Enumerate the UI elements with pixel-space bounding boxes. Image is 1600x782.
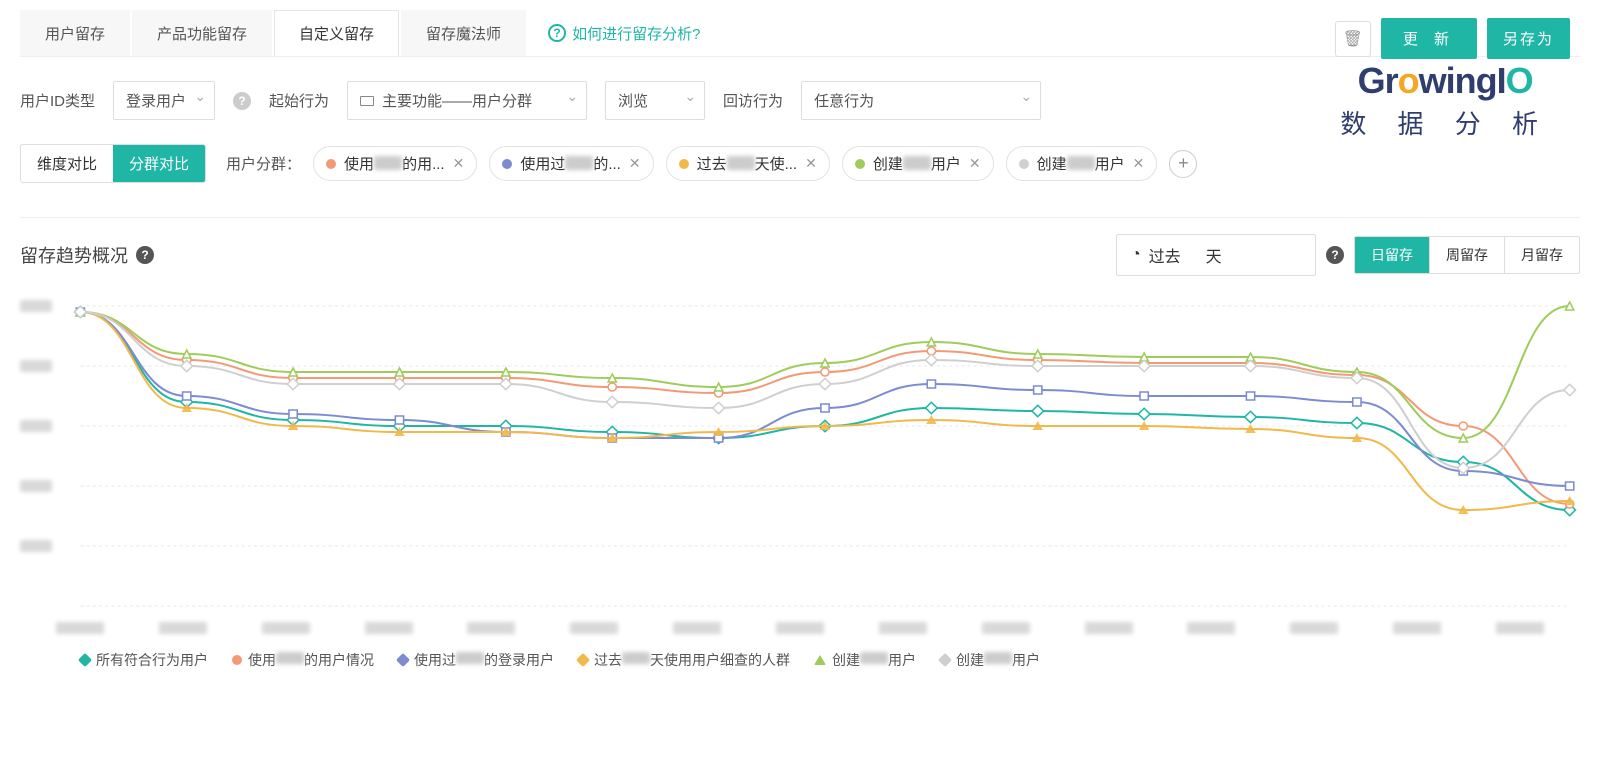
legend-label: 创建xx用户 [832, 650, 916, 670]
brand-logo: GrowingIO 数 据 分 析 [1340, 60, 1550, 141]
chart-header: 留存趋势概况 ? ◔ 过去 天 ? 日留存 周留存 月留存 [20, 217, 1580, 286]
x-axis-tick [1085, 622, 1133, 634]
user-id-label: 用户ID类型 [20, 90, 95, 111]
chip-dot-icon [679, 159, 689, 169]
x-axis-tick [1496, 622, 1544, 634]
chip-dot-icon [326, 159, 336, 169]
chart-title: 留存趋势概况 ? [20, 242, 154, 268]
help-icon[interactable]: ? [1326, 246, 1344, 264]
return-behavior-label: 回访行为 [723, 90, 783, 111]
x-axis-tick [467, 622, 515, 634]
period-month[interactable]: 月留存 [1504, 237, 1579, 273]
x-axis-tick [982, 622, 1030, 634]
toggle-segment[interactable]: 分群对比 [113, 145, 205, 182]
chip-label: 过去xx天使... [697, 153, 798, 174]
y-axis-tick [20, 300, 52, 312]
help-icon[interactable]: ? [136, 246, 154, 264]
chip-remove-icon[interactable]: ✕ [453, 155, 465, 172]
brand-sub: 数 据 分 析 [1340, 104, 1550, 141]
chip-label: 创建xx用户 [873, 153, 961, 174]
legend-label: 使用xx的用户情况 [248, 650, 374, 670]
help-icon: ? [548, 24, 566, 42]
chip-remove-icon[interactable]: ✕ [1133, 155, 1145, 172]
legend-label: 所有符合行为用户 [96, 650, 208, 670]
help-icon[interactable]: ? [233, 92, 251, 110]
period-controls: ◔ 过去 天 ? 日留存 周留存 月留存 [1116, 234, 1580, 276]
chip-dot-icon [502, 159, 512, 169]
segment-row: 维度对比 分群对比 用户分群： 使用xx的用... ✕ 使用过xx的... ✕ … [20, 130, 1580, 207]
x-axis-tick [879, 622, 927, 634]
help-link[interactable]: ? 如何进行留存分析? [548, 23, 700, 44]
x-axis-tick [262, 622, 310, 634]
x-axis-tick [673, 622, 721, 634]
period-tabs: 日留存 周留存 月留存 [1354, 236, 1580, 274]
x-axis-tick [1290, 622, 1338, 634]
legend-item[interactable]: 创建xx用户 [940, 650, 1040, 670]
x-axis-tick [1393, 622, 1441, 634]
x-axis-tick [365, 622, 413, 634]
user-id-select[interactable]: 登录用户 [113, 81, 215, 120]
compare-toggle: 维度对比 分群对比 [20, 144, 206, 183]
legend-label: 创建xx用户 [956, 650, 1040, 670]
y-axis-tick [20, 420, 52, 432]
chip-dot-icon [1019, 159, 1029, 169]
brand-name: GrowingIO [1340, 60, 1550, 102]
chip-label: 使用过xx的... [520, 153, 621, 174]
x-axis-tick [159, 622, 207, 634]
segment-chip[interactable]: 创建xx用户 ✕ [842, 146, 994, 181]
help-text: 如何进行留存分析? [572, 23, 700, 44]
legend-label: 过去xx天使用用户细查的人群 [594, 650, 790, 670]
segment-chip[interactable]: 使用过xx的... ✕ [489, 146, 653, 181]
legend-item[interactable]: 使用过xx的登录用户 [398, 650, 554, 670]
x-axis-tick [56, 622, 104, 634]
y-axis-tick [20, 360, 52, 372]
start-behavior-label: 起始行为 [269, 90, 329, 111]
chip-remove-icon[interactable]: ✕ [629, 155, 641, 172]
period-week[interactable]: 周留存 [1429, 237, 1504, 273]
segment-chip[interactable]: 创建xx用户 ✕ [1006, 146, 1158, 181]
chip-remove-icon[interactable]: ✕ [805, 155, 817, 172]
legend-item[interactable]: 所有符合行为用户 [80, 650, 208, 670]
add-segment-button[interactable]: + [1169, 150, 1197, 178]
top-actions: 🗑 更 新 另存为 [1335, 18, 1570, 59]
segment-chip[interactable]: 过去xx天使... ✕ [666, 146, 830, 181]
chart-area [20, 286, 1580, 636]
delete-icon[interactable]: 🗑 [1335, 21, 1371, 57]
screen-icon [360, 96, 374, 106]
chip-remove-icon[interactable]: ✕ [969, 155, 981, 172]
chip-label: 使用xx的用... [344, 153, 445, 174]
start-behavior-select[interactable]: 主要功能——用户分群 [347, 81, 587, 120]
tab-custom-retention[interactable]: 自定义留存 [274, 10, 399, 56]
x-axis-tick [776, 622, 824, 634]
chart-legend: 所有符合行为用户 使用xx的用户情况 使用过xx的登录用户 过去xx天使用用户细查的人… [20, 636, 1580, 694]
legend-item[interactable]: 创建xx用户 [814, 650, 916, 670]
legend-item[interactable]: 使用xx的用户情况 [232, 650, 374, 670]
retention-chart [70, 296, 1580, 636]
legend-item[interactable]: 过去xx天使用用户细查的人群 [578, 650, 790, 670]
save-as-button[interactable]: 另存为 [1487, 18, 1570, 59]
segment-chip[interactable]: 使用xx的用... ✕ [313, 146, 477, 181]
segment-label: 用户分群： [226, 153, 301, 174]
toggle-dimension[interactable]: 维度对比 [21, 145, 113, 182]
x-axis-tick [1187, 622, 1235, 634]
period-day[interactable]: 日留存 [1355, 237, 1429, 273]
return-behavior-select[interactable]: 任意行为 [801, 81, 1041, 120]
update-button[interactable]: 更 新 [1381, 18, 1477, 59]
date-range-input[interactable]: ◔ 过去 天 [1116, 234, 1316, 276]
tab-user-retention[interactable]: 用户留存 [20, 10, 130, 56]
chip-label: 创建xx用户 [1037, 153, 1125, 174]
tab-retention-wizard[interactable]: 留存魔法师 [401, 10, 526, 56]
y-axis-tick [20, 480, 52, 492]
y-axis-tick [20, 540, 52, 552]
clock-icon: ◔ [1131, 246, 1141, 264]
x-axis-tick [570, 622, 618, 634]
chip-dot-icon [855, 159, 865, 169]
browse-select[interactable]: 浏览 [605, 81, 705, 120]
tab-feature-retention[interactable]: 产品功能留存 [132, 10, 272, 56]
legend-label: 使用过xx的登录用户 [414, 650, 554, 670]
